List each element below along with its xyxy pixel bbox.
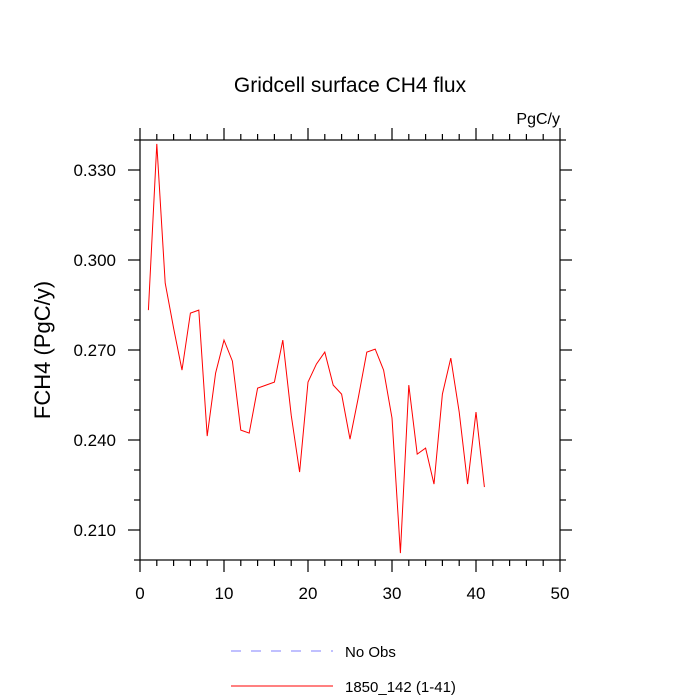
plot-frame [139, 139, 561, 561]
legend-label-1: 1850_142 (1-41) [345, 679, 456, 696]
y-tick-label: 0.210 [73, 521, 116, 540]
x-tick-label: 20 [299, 584, 318, 603]
y-tick-label: 0.330 [73, 161, 116, 180]
x-tick-label: 30 [383, 584, 402, 603]
tick-marks [128, 128, 572, 572]
tick-labels: 0 10 20 30 40 50 0.210 0.240 0.270 0.300 0.330 [73, 161, 569, 603]
series-line-1 [147, 143, 485, 554]
y-axis-label: FCH4 (PgC/y) [30, 281, 55, 419]
x-tick-label: 10 [215, 584, 234, 603]
x-tick-label: 0 [135, 584, 144, 603]
legend: No Obs 1850_142 (1-41) [231, 644, 456, 696]
y-tick-label: 0.300 [73, 251, 116, 270]
chart-title: Gridcell surface CH4 flux [234, 74, 467, 97]
x-tick-label: 40 [467, 584, 486, 603]
y-tick-label: 0.270 [73, 341, 116, 360]
x-tick-label: 50 [551, 584, 570, 603]
units-label: PgC/y [516, 111, 560, 128]
legend-label-0: No Obs [345, 644, 396, 661]
series-lines [147, 143, 485, 554]
y-tick-label: 0.240 [73, 431, 116, 450]
